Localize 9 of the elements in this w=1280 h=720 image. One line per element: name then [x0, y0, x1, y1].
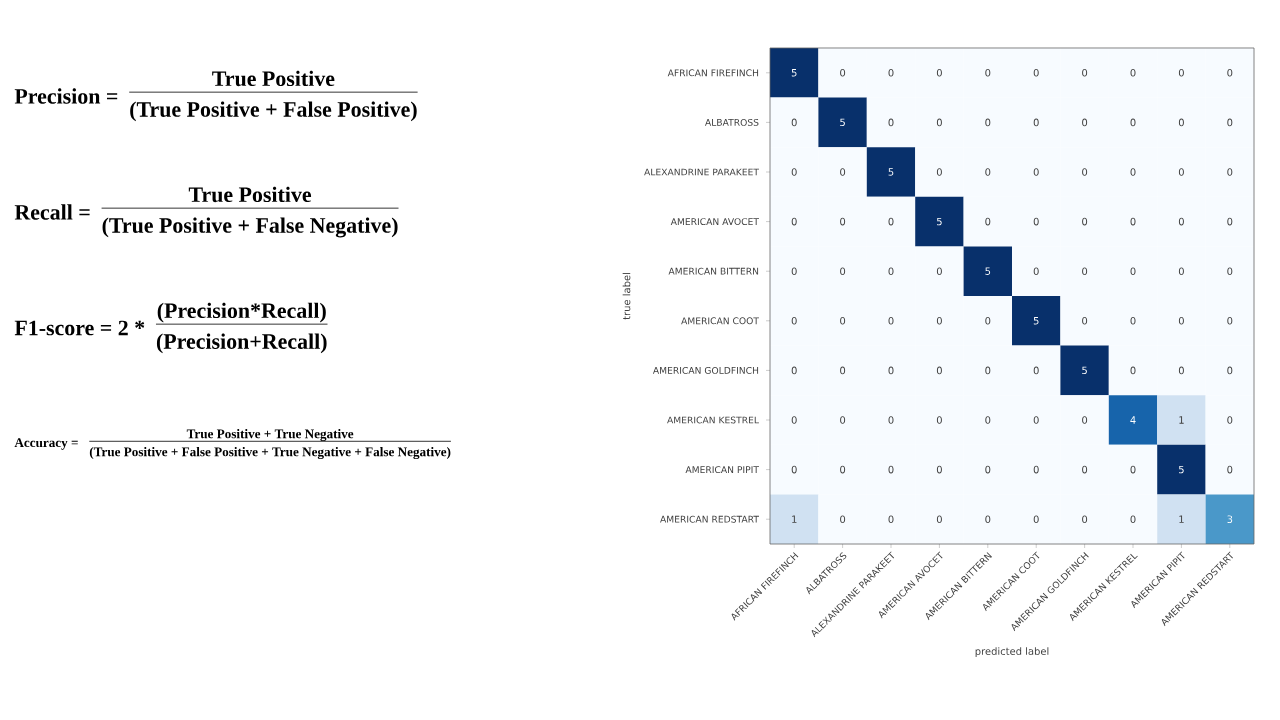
- text: (True Positive + False Negative): [102, 217, 398, 238]
- text: True Positive: [188, 186, 312, 203]
- text: True Positive: [212, 70, 335, 87]
- text: Precision =: [14, 88, 118, 104]
- text: (Precision*Recall): [157, 302, 326, 323]
- text: Recall =: [14, 204, 90, 220]
- text: (Precision+Recall): [156, 333, 327, 354]
- text: F1-score = 2 *: [14, 320, 145, 336]
- text: (True Positive + False Positive): [130, 101, 417, 122]
